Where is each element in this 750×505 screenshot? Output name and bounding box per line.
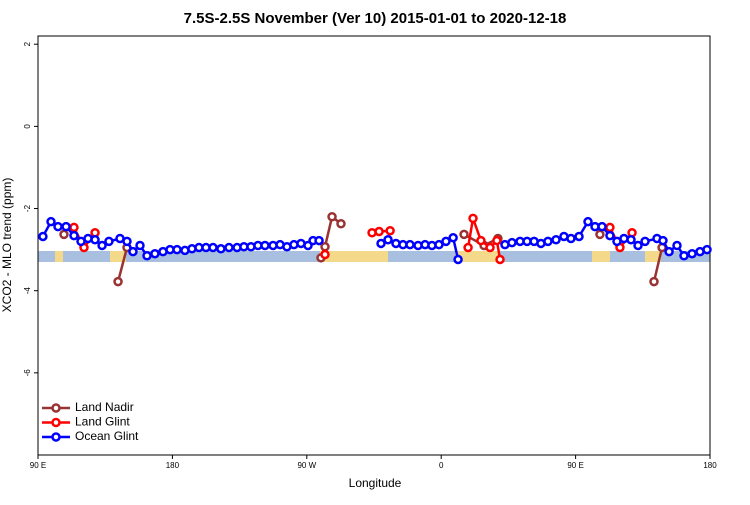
legend-marker	[51, 432, 61, 442]
point	[633, 240, 643, 251]
x-tick-label: 90 E	[567, 461, 583, 470]
chart-title: 7.5S-2.5S November (Ver 10) 2015-01-01 t…	[184, 10, 567, 27]
x-tick-label: 180	[703, 461, 717, 470]
point	[658, 235, 668, 246]
point	[38, 231, 48, 242]
y-tick-label: -6	[23, 369, 32, 377]
legend-marker	[51, 403, 61, 413]
point	[122, 236, 132, 247]
point	[597, 221, 607, 232]
point	[551, 234, 561, 245]
point	[468, 213, 478, 224]
point	[314, 235, 324, 246]
point	[53, 221, 63, 232]
y-tick-label: -2	[23, 204, 32, 212]
point	[495, 254, 505, 265]
point	[507, 237, 517, 248]
point	[113, 276, 123, 287]
point	[128, 246, 138, 257]
x-axis-label: Longitude	[349, 476, 402, 490]
point	[320, 249, 330, 260]
point	[583, 216, 593, 227]
y-axis-label: XCO2 - MLO trend (ppm)	[0, 178, 14, 313]
legend-label: Ocean Glint	[75, 429, 139, 443]
point	[135, 240, 145, 251]
point	[626, 234, 636, 245]
x-tick-label: 0	[439, 461, 444, 470]
point	[208, 242, 218, 253]
point	[59, 229, 69, 240]
legend-label: Land Glint	[75, 415, 130, 429]
point	[441, 236, 451, 247]
legend-marker	[51, 417, 61, 428]
point	[640, 236, 650, 247]
point	[679, 251, 689, 261]
x-tick-label: 90 W	[297, 461, 316, 470]
point	[453, 254, 463, 265]
point	[649, 276, 659, 287]
point	[605, 230, 615, 241]
point	[605, 222, 615, 233]
plot-frame	[37, 35, 711, 456]
series-line	[116, 214, 664, 282]
point	[90, 234, 100, 245]
point	[687, 248, 697, 259]
point	[566, 233, 576, 244]
point	[46, 216, 56, 227]
point	[69, 222, 79, 233]
point	[595, 229, 605, 240]
legend-label: Land Nadir	[75, 400, 134, 414]
point	[97, 240, 107, 251]
x-tick-label: 180	[166, 461, 180, 470]
point	[216, 244, 226, 254]
point	[476, 235, 486, 246]
point	[485, 242, 495, 253]
point	[664, 246, 674, 257]
point	[448, 232, 458, 243]
point	[104, 236, 114, 247]
x-tick-label: 90 E	[30, 461, 46, 470]
point	[405, 239, 415, 250]
point	[702, 244, 712, 255]
point	[142, 251, 152, 261]
point	[574, 231, 584, 242]
point	[327, 211, 337, 222]
point	[543, 236, 553, 247]
point	[336, 218, 346, 229]
point	[260, 240, 270, 251]
point	[172, 244, 182, 255]
point	[150, 248, 160, 259]
y-tick-label: 2	[23, 41, 32, 46]
land-ocean-strip	[38, 251, 710, 262]
point	[376, 238, 386, 249]
point	[320, 241, 330, 252]
point	[61, 221, 71, 232]
y-tick-label: 0	[23, 124, 32, 129]
point	[492, 235, 502, 246]
point	[69, 230, 79, 241]
point	[434, 239, 444, 250]
point	[672, 240, 682, 251]
point	[383, 234, 393, 245]
point	[463, 242, 473, 253]
point	[224, 242, 234, 253]
point	[385, 225, 395, 236]
y-tick-label: -4	[23, 287, 32, 295]
point	[459, 229, 469, 240]
point	[374, 226, 384, 237]
